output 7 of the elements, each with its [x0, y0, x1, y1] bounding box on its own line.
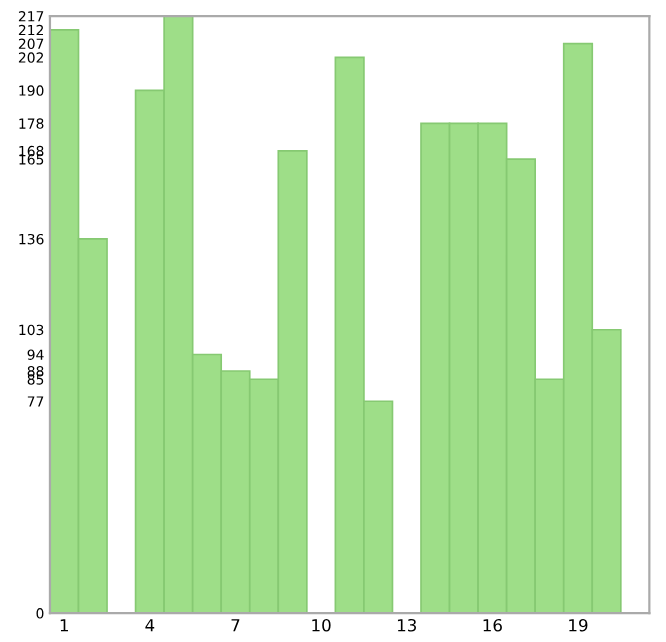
x-tick-label: 1 — [60, 619, 68, 632]
x-tick-label: 4 — [145, 619, 155, 632]
x-tick-label: 19 — [569, 618, 588, 632]
x-tick-label: 10 — [312, 618, 331, 632]
x-tick-label: 13 — [397, 618, 416, 632]
x-tick-label: 7 — [231, 619, 240, 632]
x-tick-label: 16 — [483, 618, 502, 632]
